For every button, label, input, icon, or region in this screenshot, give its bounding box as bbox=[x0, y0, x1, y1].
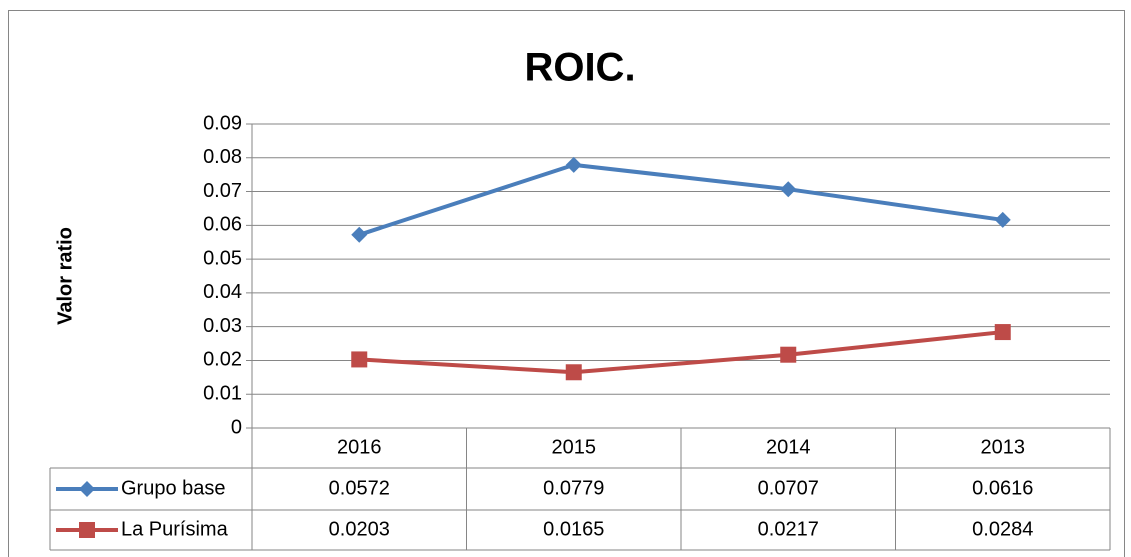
table-value: 0.0572 bbox=[329, 477, 390, 499]
y-tick-label: 0.05 bbox=[203, 247, 242, 269]
y-tick-label: 0 bbox=[231, 416, 242, 438]
chart-title: ROIC. bbox=[524, 46, 635, 90]
table-value: 0.0203 bbox=[329, 518, 390, 540]
marker bbox=[780, 181, 797, 198]
series-line bbox=[359, 330, 1003, 375]
y-tick-label: 0.07 bbox=[203, 180, 242, 202]
y-tick-label: 0.08 bbox=[203, 146, 242, 168]
marker bbox=[565, 364, 582, 381]
table-value: 0.0284 bbox=[972, 518, 1033, 540]
y-tick-label: 0.09 bbox=[203, 112, 242, 134]
table-value: 0.0217 bbox=[758, 518, 819, 540]
marker bbox=[780, 346, 797, 363]
x-tick-label: 2013 bbox=[981, 436, 1026, 458]
legend-label: La Purísima bbox=[121, 518, 229, 540]
table-value: 0.0779 bbox=[543, 477, 604, 499]
marker bbox=[565, 156, 582, 173]
chart-border bbox=[8, 10, 1125, 557]
x-tick-label: 2014 bbox=[766, 436, 811, 458]
y-tick-label: 0.03 bbox=[203, 315, 242, 337]
table-value: 0.0165 bbox=[543, 518, 604, 540]
marker bbox=[351, 351, 368, 368]
y-tick-label: 0.01 bbox=[203, 383, 242, 405]
marker bbox=[79, 481, 95, 497]
table-value: 0.0616 bbox=[972, 477, 1033, 499]
marker bbox=[994, 211, 1011, 228]
y-tick-label: 0.04 bbox=[203, 281, 242, 303]
marker bbox=[351, 226, 368, 243]
series-line bbox=[358, 162, 1004, 237]
y-axis-label: Valor ratio bbox=[54, 227, 76, 325]
legend-label: Grupo base bbox=[121, 477, 226, 499]
x-tick-label: 2015 bbox=[552, 436, 597, 458]
y-tick-label: 0.02 bbox=[203, 349, 242, 371]
marker bbox=[79, 522, 95, 538]
x-tick-label: 2016 bbox=[337, 436, 382, 458]
table-value: 0.0707 bbox=[758, 477, 819, 499]
y-tick-label: 0.06 bbox=[203, 214, 242, 236]
marker bbox=[994, 324, 1011, 341]
